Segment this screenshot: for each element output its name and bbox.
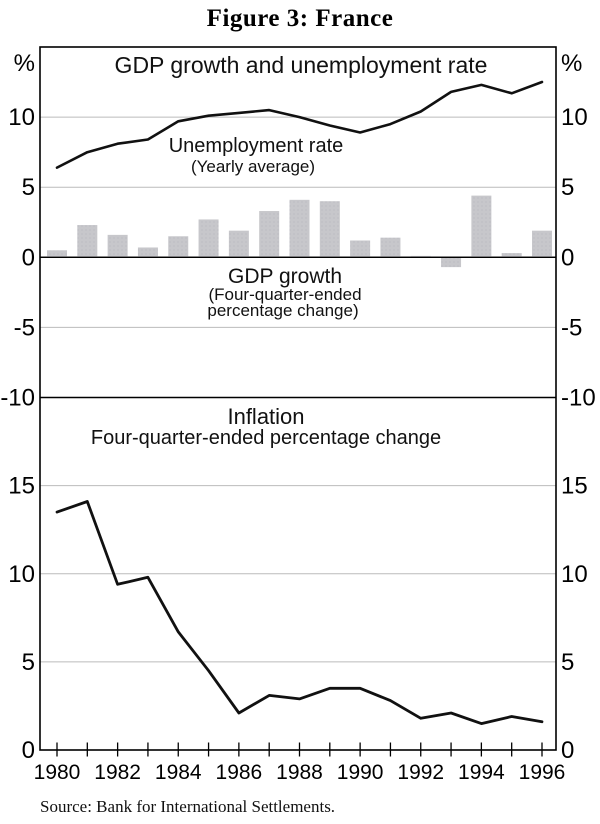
gdp-growth-bar: [107, 234, 128, 258]
y-tick-label-right: 10: [561, 561, 588, 588]
x-tick-label: 1980: [34, 761, 81, 784]
inflation-line: [55, 500, 544, 725]
gdp-growth-bar: [77, 225, 98, 258]
y-tick-label-left: 0: [22, 244, 35, 271]
gdp-growth-bar: [228, 230, 249, 258]
y-tick-label-left: -10: [0, 385, 35, 412]
chart-frame: [39, 46, 557, 751]
gdp-growth-bar: [198, 219, 219, 258]
y-tick-label-right: 0: [561, 737, 574, 764]
x-tick-label: 1988: [276, 761, 323, 784]
x-tick-label: 1992: [397, 761, 444, 784]
y-tick-label-right: 0: [561, 244, 574, 271]
unemployment-sublabel: (Yearly average): [190, 157, 316, 176]
gdp-growth-bar: [501, 253, 522, 258]
gdp-growth-bar: [441, 257, 462, 268]
gdp-growth-bar: [532, 230, 552, 258]
y-tick-label-right: 15: [561, 473, 588, 500]
y-tick-label-left: 5: [22, 649, 35, 676]
x-tick-label: 1990: [337, 761, 384, 784]
y-tick-label-right: -5: [561, 314, 582, 341]
y-tick-label-right: -10: [561, 385, 596, 412]
y-tick-label-left: 15: [8, 473, 35, 500]
gdp-growth-bar: [47, 250, 67, 258]
x-tick-label: 1996: [519, 761, 566, 784]
inflation-title: Inflation: [227, 404, 305, 429]
percent-label-left: %: [14, 50, 35, 77]
unemployment-line: [55, 80, 544, 169]
gdp-growth-label: GDP growth: [228, 265, 342, 288]
y-tick-label-left: 0: [22, 737, 35, 764]
gdp-growth-bar: [168, 236, 189, 258]
gdp-growth-bar: [259, 211, 280, 258]
gdp-growth-bar: [380, 237, 401, 258]
figure-title: Figure 3: France: [206, 5, 394, 32]
source-note: Source: Bank for International Settlemen…: [40, 797, 336, 816]
gdp-growth-sublabel-2: percentage change): [207, 301, 359, 320]
y-tick-label-right: 5: [561, 649, 574, 676]
unemployment-label: Unemployment rate: [168, 135, 344, 157]
y-tick-label-left: -5: [14, 314, 35, 341]
gdp-growth-bar: [319, 201, 340, 258]
y-tick-label-left: 5: [22, 174, 35, 201]
y-tick-label-left: 10: [8, 104, 35, 131]
y-tick-label-right: 10: [561, 104, 588, 131]
gdp-growth-bar: [350, 240, 371, 258]
x-tick-label: 1986: [216, 761, 263, 784]
x-tick-label: 1994: [458, 761, 505, 784]
x-tick-label: 1982: [94, 761, 141, 784]
y-tick-label-right: 5: [561, 174, 574, 201]
y-tick-label-left: 10: [8, 561, 35, 588]
gdp-growth-bar: [410, 255, 431, 258]
percent-label-right: %: [561, 50, 582, 77]
gdp-growth-bar: [289, 199, 310, 258]
inflation-subtitle: Four-quarter-ended percentage change: [90, 427, 442, 449]
gdp-growth-bar: [471, 195, 492, 258]
gdp-growth-bar: [137, 247, 158, 258]
gdp-growth-sublabel-1: (Four-quarter-ended: [208, 285, 362, 304]
x-tick-label: 1984: [155, 761, 202, 784]
top-panel-title: GDP growth and unemployment rate: [114, 52, 488, 78]
